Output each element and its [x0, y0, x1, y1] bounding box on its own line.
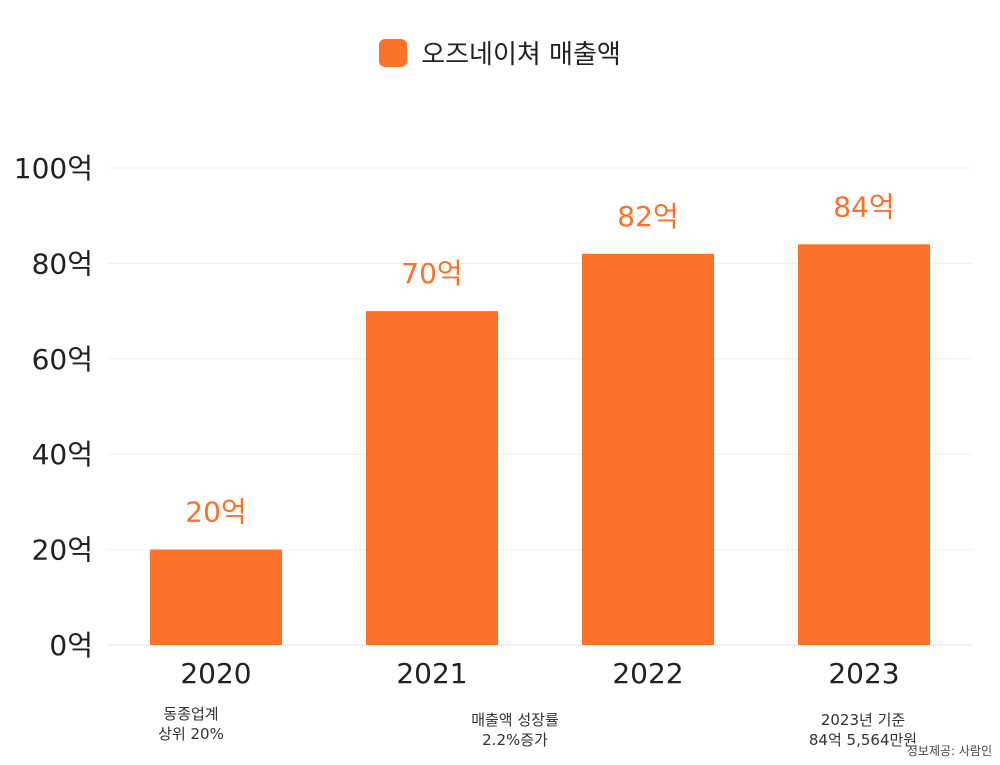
y-tick-label: 20억 [32, 534, 93, 567]
chart-legend: 오즈네이쳐 매출액 [0, 34, 1000, 71]
note-2020: 동종업계 상위 20% [158, 705, 224, 743]
data-label: 20억 [185, 496, 246, 529]
data-label: 70억 [401, 257, 462, 290]
x-tick-label: 2022 [612, 657, 683, 690]
source-credit: 정보제공: 사람인 [906, 744, 992, 758]
x-tick-label: 2020 [180, 657, 251, 690]
data-label: 82억 [617, 200, 678, 233]
x-tick-label: 2021 [396, 657, 467, 690]
y-tick-label: 60억 [32, 343, 93, 376]
note-2023: 2023년 기준 84억 5,564만원 [808, 711, 918, 749]
bar [150, 549, 282, 645]
note-growth: 매출액 성장률 2.2%증가 [471, 711, 559, 749]
y-tick-label: 100억 [14, 152, 93, 185]
bar [798, 244, 930, 645]
y-tick-label: 40억 [32, 438, 93, 471]
bar [366, 311, 498, 645]
x-tick-label: 2023 [828, 657, 899, 690]
y-tick-label: 0억 [49, 629, 93, 662]
legend-label: 오즈네이쳐 매출액 [421, 40, 621, 70]
bar [582, 253, 714, 646]
legend-swatch [379, 38, 408, 67]
y-tick-label: 80억 [32, 247, 93, 280]
data-label: 84억 [833, 190, 894, 223]
